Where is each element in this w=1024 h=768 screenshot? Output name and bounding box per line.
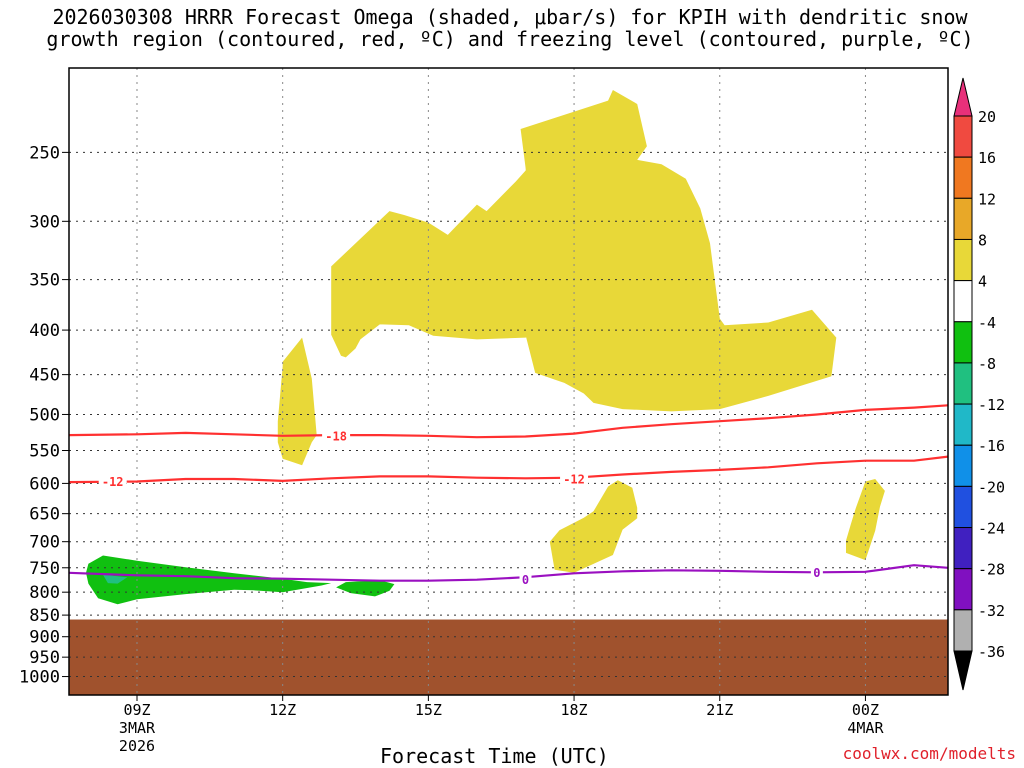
y-tick-label-350: 350 (29, 271, 60, 291)
x-tick-label-18z: 18Z (561, 701, 588, 719)
contour-label-0: 0 (522, 573, 529, 587)
colorbar-swatch-12 (953, 568, 973, 611)
y-tick-label-900: 900 (29, 628, 60, 648)
ground-terrain (69, 619, 948, 695)
omega-region-1 (277, 337, 317, 466)
colorbar-label-16: 16 (978, 149, 996, 167)
y-axis-ticks: 2503003504004505005506006507007508008509… (19, 143, 69, 688)
y-tick-label-400: 400 (29, 321, 60, 341)
contour-lines (69, 404, 948, 582)
y-tick-label-300: 300 (29, 212, 60, 232)
x-tick-sublabel-2026: 2026 (119, 737, 155, 755)
x-tick-label-00z: 00Z (852, 701, 879, 719)
contour-label-bg (98, 474, 127, 489)
x-tick-label-15z: 15Z (415, 701, 442, 719)
colorbar: 20 16 12 8 4 -4 -8 -12 -16 -20 -24 -28 -32 -36 (953, 77, 1005, 691)
colorbar-swatch-5 (953, 280, 973, 323)
colorbar-label-28: -28 (978, 561, 1005, 579)
colorbar-swatch-7 (953, 362, 973, 405)
ground-fill (69, 619, 948, 695)
x-axis-label: Forecast Time (UTC) (380, 744, 609, 768)
y-tick-label-500: 500 (29, 405, 60, 425)
colorbar-swatch-13 (953, 609, 973, 652)
colorbar-swatch-10 (953, 485, 973, 529)
colorbar-swatch-3 (953, 197, 973, 240)
contour-label-bg (322, 428, 351, 443)
chart-title: 2026030308 HRRR Forecast Omega (shaded, … (46, 5, 974, 51)
colorbar-swatch-6 (953, 321, 973, 364)
colorbar-label-36: -36 (978, 643, 1005, 661)
colorbar-swatch-8 (953, 403, 973, 446)
colorbar-swatch-1 (953, 115, 973, 158)
contour-18-1 (69, 404, 948, 439)
omega-region-7 (336, 580, 395, 597)
omega-region-3 (520, 90, 837, 412)
y-tick-label-950: 950 (29, 648, 60, 668)
contour-label-bg (560, 471, 589, 486)
plot-frame (68, 67, 949, 696)
y-tick-label-550: 550 (29, 442, 60, 462)
colorbar-label-20: -20 (978, 478, 1005, 496)
contour-12-2 (69, 455, 948, 484)
y-tick-label-450: 450 (29, 366, 60, 386)
colorbar-swatch-9 (953, 444, 973, 487)
x-tick-sublabel-4mar: 4MAR (847, 719, 884, 737)
y-tick-label-800: 800 (29, 583, 60, 603)
x-tick-sublabel-3mar: 3MAR (119, 719, 156, 737)
colorbar-label-8: 8 (978, 231, 987, 249)
y-tick-label-650: 650 (29, 505, 60, 525)
colorbar-swatch-4 (953, 238, 973, 282)
x-tick-label-21z: 21Z (706, 701, 733, 719)
y-tick-label-750: 750 (29, 559, 60, 579)
contour-label-bg (519, 572, 532, 587)
contour-label-18: -18 (325, 429, 347, 443)
colorbar-label-16: -16 (978, 437, 1005, 455)
colorbar-label-24: -24 (978, 520, 1005, 538)
contour-label-0: 0 (813, 566, 820, 580)
colorbar-label-4: 4 (978, 273, 987, 291)
y-tick-label-250: 250 (29, 143, 60, 163)
colorbar-swatch-11 (953, 527, 973, 570)
colorbar-label-12: 12 (978, 190, 996, 208)
colorbar-label-32: -32 (978, 602, 1005, 620)
colorbar-label-4: -4 (978, 314, 996, 332)
colorbar-bottom-arrow (953, 650, 973, 691)
credit-link[interactable]: coolwx.com/modelts (842, 744, 1016, 763)
x-tick-label-09z: 09Z (123, 701, 150, 719)
contour-label-12: -12 (102, 475, 124, 489)
colorbar-top-arrow (953, 77, 973, 117)
y-tick-label-700: 700 (29, 533, 60, 553)
y-tick-label-850: 850 (29, 606, 60, 626)
contour-label-bg (810, 564, 823, 579)
omega-region-4 (549, 480, 638, 573)
contour-labels: -18 -12 -12 0 0 (98, 428, 823, 587)
omega-region-5 (846, 479, 885, 561)
contour-label-12: -12 (563, 473, 585, 487)
x-tick-label-12z: 12Z (269, 701, 296, 719)
omega-shading (86, 90, 885, 605)
colorbar-swatch-2 (953, 156, 973, 199)
colorbar-label-8: -8 (978, 355, 996, 373)
colorbar-label-12: -12 (978, 396, 1005, 414)
omega-region-8 (103, 574, 128, 584)
y-tick-label-1000: 1000 (19, 668, 60, 688)
grid-lines (69, 68, 948, 695)
colorbar-label-20: 20 (978, 108, 996, 126)
y-tick-label-600: 600 (29, 474, 60, 494)
